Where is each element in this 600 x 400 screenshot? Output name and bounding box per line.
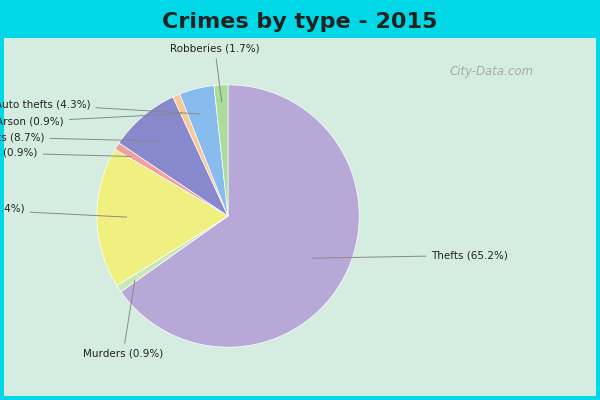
Wedge shape <box>119 97 228 216</box>
Text: Burglaries (17.4%): Burglaries (17.4%) <box>0 204 127 217</box>
Text: City-Data.com: City-Data.com <box>450 66 534 78</box>
Wedge shape <box>117 216 228 292</box>
Wedge shape <box>180 86 228 216</box>
Text: Murders (0.9%): Murders (0.9%) <box>83 280 163 359</box>
Wedge shape <box>115 143 228 216</box>
Text: Rapes (0.9%): Rapes (0.9%) <box>0 148 131 158</box>
Wedge shape <box>173 94 228 216</box>
Bar <box>4 38 596 396</box>
Text: Assaults (8.7%): Assaults (8.7%) <box>0 132 161 142</box>
Text: Thefts (65.2%): Thefts (65.2%) <box>313 250 508 260</box>
Wedge shape <box>121 85 359 347</box>
Wedge shape <box>97 149 228 286</box>
Wedge shape <box>214 85 228 216</box>
Text: Crimes by type - 2015: Crimes by type - 2015 <box>163 12 437 32</box>
Text: Auto thefts (4.3%): Auto thefts (4.3%) <box>0 100 200 114</box>
Text: Robberies (1.7%): Robberies (1.7%) <box>170 43 260 102</box>
Text: Arson (0.9%): Arson (0.9%) <box>0 114 181 126</box>
